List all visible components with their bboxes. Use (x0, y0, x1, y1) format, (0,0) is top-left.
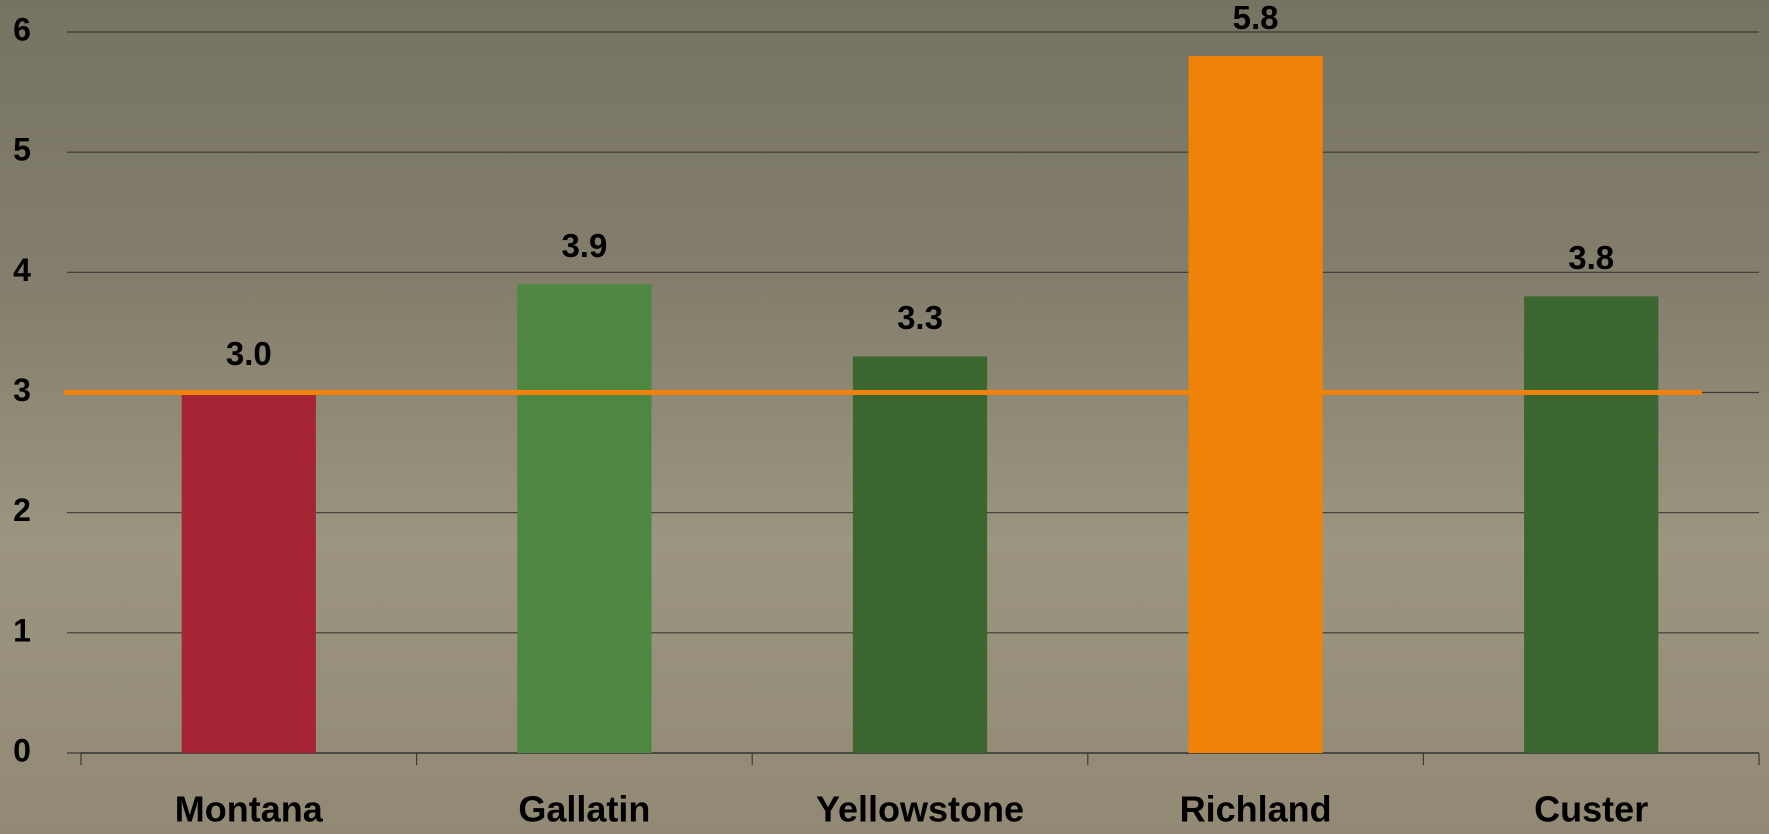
x-tick-label: Custer (1534, 789, 1648, 830)
data-label: 3.3 (897, 299, 943, 336)
x-tick-label: Montana (175, 789, 324, 830)
y-tick-label: 0 (13, 732, 31, 768)
y-tick-label: 3 (13, 372, 31, 408)
data-label: 5.8 (1233, 0, 1279, 36)
bar (517, 284, 652, 753)
bar (1524, 296, 1659, 753)
x-tick-label: Yellowstone (816, 789, 1024, 830)
x-tick-label: Richland (1180, 789, 1332, 830)
data-label: 3.8 (1568, 239, 1614, 276)
bar (1188, 56, 1323, 754)
y-tick-label: 6 (13, 11, 31, 47)
bar (852, 356, 988, 753)
y-tick-label: 1 (13, 612, 31, 648)
data-label: 3.0 (226, 335, 272, 372)
y-tick-label: 2 (13, 492, 31, 528)
data-label: 3.9 (561, 227, 607, 264)
bar (181, 392, 316, 753)
x-tick-label: Gallatin (518, 789, 650, 830)
y-tick-label: 4 (13, 252, 31, 288)
y-tick-label: 5 (13, 132, 31, 168)
